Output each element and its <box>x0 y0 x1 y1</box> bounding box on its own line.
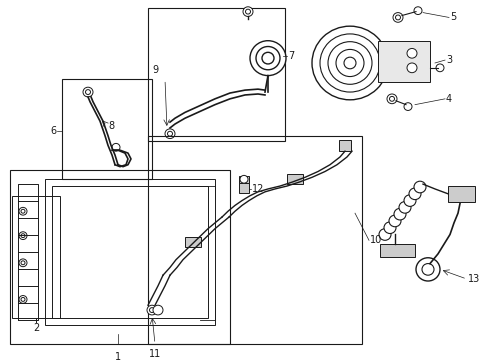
Bar <box>52 186 208 318</box>
Circle shape <box>336 49 364 77</box>
Circle shape <box>414 7 422 14</box>
Text: 8: 8 <box>108 121 114 131</box>
Bar <box>12 196 60 318</box>
Text: 4: 4 <box>446 94 452 104</box>
Circle shape <box>389 215 401 227</box>
Circle shape <box>407 49 417 58</box>
Circle shape <box>153 305 163 315</box>
Circle shape <box>112 143 120 151</box>
Bar <box>287 175 303 184</box>
Circle shape <box>168 131 172 136</box>
Circle shape <box>21 234 25 238</box>
Bar <box>185 237 201 247</box>
Circle shape <box>328 42 372 84</box>
Circle shape <box>320 34 380 92</box>
Bar <box>10 170 230 344</box>
Circle shape <box>19 207 27 215</box>
Circle shape <box>262 52 274 64</box>
Circle shape <box>85 90 91 94</box>
Circle shape <box>256 46 280 70</box>
Circle shape <box>240 175 248 183</box>
Circle shape <box>404 103 412 111</box>
Text: 13: 13 <box>468 274 480 284</box>
Bar <box>239 176 249 183</box>
Circle shape <box>414 181 426 193</box>
Circle shape <box>422 264 434 275</box>
Circle shape <box>243 7 253 17</box>
Bar <box>339 140 351 151</box>
Bar <box>239 181 249 193</box>
Circle shape <box>393 13 403 22</box>
Bar <box>380 244 415 257</box>
Circle shape <box>407 63 417 73</box>
Bar <box>448 186 475 202</box>
Text: 2: 2 <box>33 323 39 333</box>
Circle shape <box>21 297 25 301</box>
Text: 5: 5 <box>450 13 456 22</box>
Circle shape <box>384 222 396 234</box>
Circle shape <box>436 64 444 72</box>
Circle shape <box>21 261 25 265</box>
Circle shape <box>250 41 286 76</box>
Circle shape <box>147 305 157 315</box>
Text: 12: 12 <box>252 184 265 194</box>
Bar <box>378 41 430 82</box>
Circle shape <box>19 296 27 303</box>
Text: 11: 11 <box>149 349 161 359</box>
Circle shape <box>394 208 406 220</box>
Circle shape <box>399 202 411 213</box>
Circle shape <box>245 9 250 14</box>
Circle shape <box>149 308 154 312</box>
Bar <box>148 8 285 140</box>
Bar <box>148 136 362 344</box>
Circle shape <box>19 232 27 239</box>
Circle shape <box>387 94 397 104</box>
Circle shape <box>312 26 388 100</box>
Circle shape <box>390 96 394 101</box>
Circle shape <box>21 209 25 213</box>
Circle shape <box>404 195 416 206</box>
Circle shape <box>395 15 400 20</box>
Text: 1: 1 <box>115 352 121 360</box>
Text: 9: 9 <box>152 65 158 75</box>
Circle shape <box>19 259 27 267</box>
Text: 10: 10 <box>370 235 382 245</box>
Text: 7: 7 <box>288 51 294 61</box>
Circle shape <box>165 129 175 139</box>
Text: 6: 6 <box>50 126 56 136</box>
Text: 3: 3 <box>446 55 452 65</box>
Circle shape <box>344 57 356 69</box>
Bar <box>45 179 215 325</box>
Bar <box>62 80 152 179</box>
Circle shape <box>409 188 421 199</box>
Circle shape <box>379 229 391 240</box>
Circle shape <box>416 258 440 281</box>
Circle shape <box>83 87 93 97</box>
